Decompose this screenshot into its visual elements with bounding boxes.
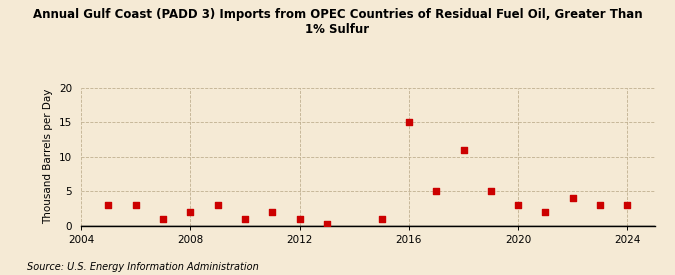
Point: [568, 196, 578, 200]
Point: [103, 203, 113, 207]
Point: [130, 203, 141, 207]
Text: Source: U.S. Energy Information Administration: Source: U.S. Energy Information Administ…: [27, 262, 259, 272]
Point: [185, 210, 196, 214]
Point: [622, 203, 633, 207]
Point: [404, 120, 414, 125]
Point: [513, 203, 524, 207]
Point: [267, 210, 277, 214]
Point: [321, 222, 332, 227]
Point: [376, 216, 387, 221]
Text: Annual Gulf Coast (PADD 3) Imports from OPEC Countries of Residual Fuel Oil, Gre: Annual Gulf Coast (PADD 3) Imports from …: [32, 8, 643, 36]
Y-axis label: Thousand Barrels per Day: Thousand Barrels per Day: [43, 89, 53, 224]
Point: [212, 203, 223, 207]
Point: [458, 148, 469, 152]
Point: [485, 189, 496, 193]
Point: [294, 216, 305, 221]
Point: [431, 189, 441, 193]
Point: [540, 210, 551, 214]
Point: [157, 216, 168, 221]
Point: [240, 216, 250, 221]
Point: [595, 203, 605, 207]
